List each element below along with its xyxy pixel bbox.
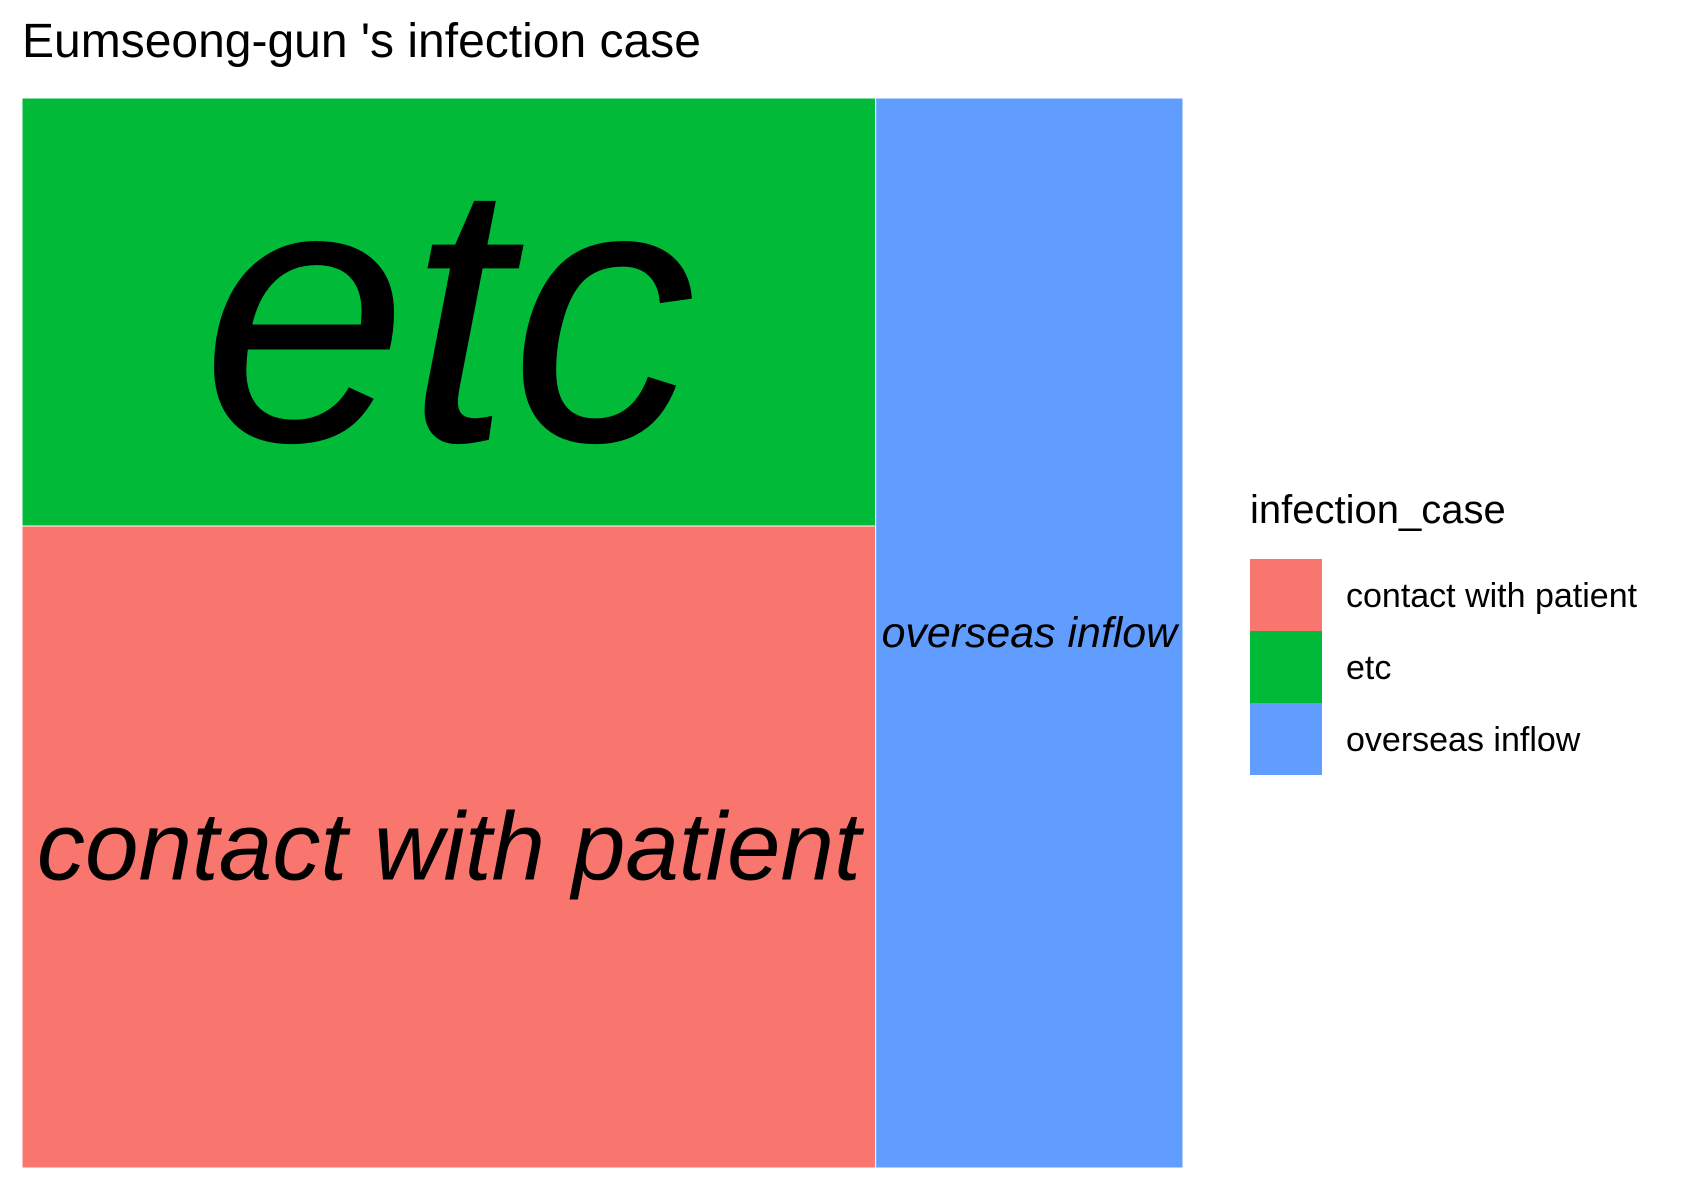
- treemap-label-overseas-inflow: overseas inflow: [882, 609, 1181, 657]
- legend-item-overseas-inflow: overseas inflow: [1250, 703, 1690, 775]
- legend-label: overseas inflow: [1346, 721, 1581, 759]
- treemap-label-etc: etc: [202, 105, 696, 520]
- legend-label: contact with patient: [1346, 577, 1638, 615]
- legend-swatch: [1250, 703, 1322, 775]
- legend-item-contact-with-patient: contact with patient: [1250, 559, 1690, 631]
- legend-swatch: [1250, 559, 1322, 631]
- treemap-label-contact-with-patient: contact with patient: [37, 794, 865, 901]
- treemap-tile-etc: [21, 97, 877, 527]
- legend-label: etc: [1346, 649, 1392, 687]
- treemap-tile-contact-with-patient: [21, 525, 877, 1169]
- treemap-tile-overseas-inflow: [875, 97, 1184, 1169]
- legend-swatch: [1250, 631, 1322, 703]
- legend-item-etc: etc: [1250, 631, 1690, 703]
- chart-title: Eumseong-gun 's infection case: [22, 15, 701, 68]
- legend-title: infection_case: [1250, 488, 1506, 532]
